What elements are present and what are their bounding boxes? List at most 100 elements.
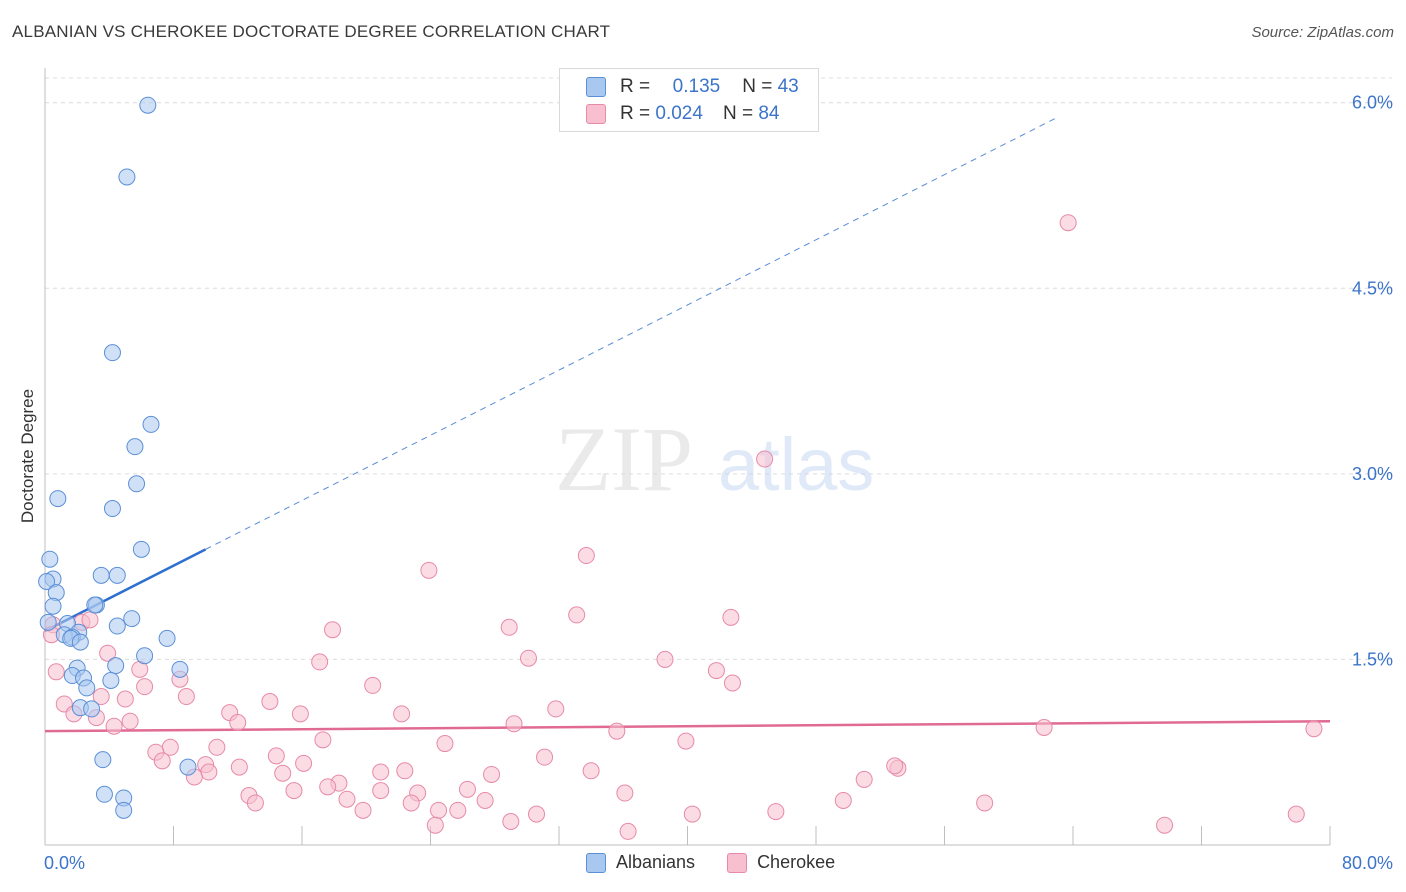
albanian-point (115, 801, 133, 819)
cherokee-point (81, 611, 99, 629)
albanian-swatch (586, 77, 606, 97)
albanian-point (118, 168, 136, 186)
cherokee-point (536, 748, 554, 766)
cherokee-point (372, 782, 390, 800)
cherokee-point (458, 780, 476, 798)
cherokee-swatch (586, 104, 606, 124)
cherokee-point (677, 732, 695, 750)
cherokee-point (121, 712, 139, 730)
tick-labels: 1.5% 3.0% 4.5% 6.0% 0.0% 80.0% (44, 93, 1393, 873)
cherokee-point (976, 794, 994, 812)
cherokee-point (656, 650, 674, 668)
cherokee-legend-label: Cherokee (757, 852, 836, 872)
cherokee-point (246, 794, 264, 812)
albanians-legend-swatch (586, 852, 606, 873)
albanian-point (132, 540, 150, 558)
cherokee-point (528, 805, 546, 823)
cherokee-point (311, 653, 329, 671)
albanian-point (71, 633, 89, 651)
albanian-point (95, 785, 113, 803)
cherokee-n-label: N = (722, 103, 754, 124)
cherokee-point (99, 644, 117, 662)
albanian-point (92, 566, 110, 584)
albanian-r-label: R = (620, 76, 651, 97)
cherokee-point (324, 621, 342, 639)
cherokee-point (723, 674, 741, 692)
legend-item-cherokee[interactable]: Cherokee (727, 852, 835, 873)
albanian-n-label: N = (742, 76, 773, 97)
cherokee-n-value: 84 (758, 103, 780, 124)
cherokee-point (285, 782, 303, 800)
legend-item-albanians[interactable]: Albanians (586, 852, 695, 873)
cherokee-points (42, 214, 1323, 840)
cherokee-point (519, 649, 537, 667)
cherokee-point (500, 618, 518, 636)
cherokee-point (372, 763, 390, 781)
albanian-point (86, 596, 104, 614)
cherokee-r-label: R = (620, 103, 651, 124)
cherokee-point (476, 791, 494, 809)
gridlines (45, 77, 1392, 660)
watermark-zip: ZIP (555, 408, 693, 510)
albanian-point (123, 610, 141, 628)
x-tick-label-max: 80.0% (1342, 853, 1393, 873)
cherokee-point (402, 794, 420, 812)
cherokee-point (267, 747, 285, 765)
cherokee-point (483, 765, 501, 783)
cherokee-point (295, 754, 313, 772)
albanian-point (142, 415, 160, 433)
albanian-point (78, 679, 96, 697)
cherokee-point (449, 801, 467, 819)
source-label: Source: ZipAtlas.com (1251, 24, 1394, 41)
watermark: ZIP atlas (555, 408, 874, 510)
albanian-point (83, 700, 101, 718)
albanian-point (171, 660, 189, 678)
x-tick-label-min: 0.0% (44, 853, 85, 873)
cherokee-point (200, 763, 218, 781)
y-tick-label: 6.0% (1352, 93, 1393, 113)
albanians-legend-label: Albanians (616, 852, 696, 872)
cherokee-point (338, 790, 356, 808)
albanian-point (38, 572, 56, 590)
cherokee-point (314, 731, 332, 749)
cherokee-point (834, 791, 852, 809)
albanian-trend-extension (205, 117, 1058, 550)
cherokee-point (364, 676, 382, 694)
cherokee-point (707, 662, 725, 680)
cherokee-point (136, 678, 154, 696)
albanian-point (108, 566, 126, 584)
chart-title: ALBANIAN VS CHEROKEE DOCTORATE DEGREE CO… (12, 22, 611, 41)
axes (44, 68, 1331, 846)
albanian-point (179, 758, 197, 776)
cherokee-point (756, 450, 774, 468)
correlation-legend: R = 0.135 N = 43 R = 0.024 N = 84 (559, 68, 819, 132)
cherokee-point (153, 752, 171, 770)
albanian-point (158, 629, 176, 647)
cherokee-point (229, 714, 247, 732)
cherokee-point (1305, 720, 1323, 738)
cherokee-point (1287, 805, 1305, 823)
cherokee-point (319, 778, 337, 796)
cherokee-point (577, 547, 595, 565)
cherokee-point (886, 757, 904, 775)
albanian-point (49, 490, 67, 508)
albanian-n-value: 43 (777, 76, 799, 97)
cherokee-point (616, 784, 634, 802)
cherokee-point (505, 715, 523, 733)
cherokee-point (436, 735, 454, 753)
series-legend: Albanians Cherokee (586, 852, 867, 873)
albanian-point (107, 657, 125, 675)
cherokee-point (92, 688, 110, 706)
cherokee-point (1059, 214, 1077, 232)
albanian-point (44, 597, 62, 615)
albanian-points (38, 96, 197, 819)
cherokee-point (430, 801, 448, 819)
cherokee-point (1035, 718, 1053, 736)
albanian-point (103, 344, 121, 362)
cherokee-point (47, 663, 65, 681)
cherokee-point (683, 805, 701, 823)
cherokee-point (274, 764, 292, 782)
albanian-point (39, 613, 57, 631)
cherokee-point (619, 822, 637, 840)
